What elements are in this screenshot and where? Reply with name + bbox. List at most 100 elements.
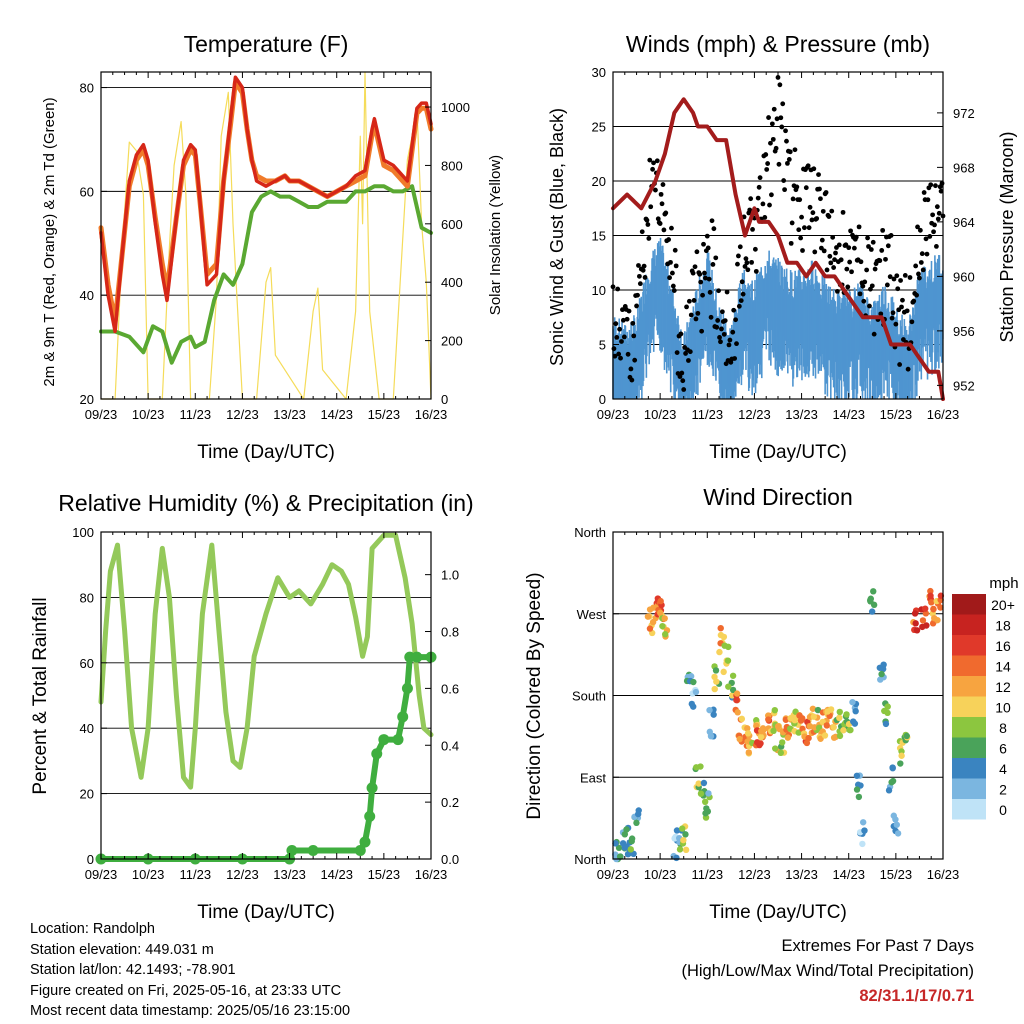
- gust-point: [783, 128, 788, 134]
- wind-xtick-label: 11/23: [691, 407, 723, 422]
- direction-point: [774, 723, 782, 730]
- gust-point: [775, 75, 781, 80]
- gust-point: [660, 182, 666, 187]
- direction-point: [771, 706, 779, 714]
- direction-point: [724, 657, 732, 664]
- gust-point: [695, 310, 701, 316]
- wind-xtick-label: 16/23: [927, 407, 960, 422]
- direction-point: [772, 745, 779, 752]
- gust-point: [739, 279, 745, 285]
- gust-point: [636, 263, 641, 268]
- direction-point: [861, 827, 868, 834]
- extremes-title: Extremes For Past 7 Days: [781, 937, 974, 955]
- gust-point: [768, 140, 773, 146]
- gust-point: [743, 256, 749, 262]
- direction-point: [712, 667, 720, 674]
- direction-point: [892, 816, 899, 823]
- direction-point: [927, 587, 934, 595]
- direction-point: [702, 810, 709, 817]
- direction-point: [644, 613, 652, 620]
- gust-point: [642, 275, 648, 280]
- gust-point: [840, 209, 846, 215]
- gust-point: [681, 387, 687, 392]
- gust-point: [904, 308, 910, 314]
- humidity-title: Relative Humidity (%) & Precipitation (i…: [58, 490, 473, 516]
- direction-point: [913, 627, 921, 634]
- gust-point: [771, 106, 777, 112]
- gust-point: [853, 234, 859, 240]
- gust-point: [807, 204, 813, 210]
- gust-point: [615, 286, 621, 292]
- temperature-ylabel-left: 2m & 9m T (Red, Orange) & 2m Td (Green): [41, 97, 58, 386]
- direction-point: [937, 604, 944, 611]
- gust-point: [658, 191, 664, 197]
- gust-point: [635, 292, 640, 298]
- gust-point: [710, 262, 716, 267]
- elevation-text: Station elevation: 449.031 m: [30, 941, 214, 958]
- direction-point: [867, 598, 874, 605]
- direction-point: [928, 599, 935, 606]
- gust-point: [653, 187, 658, 193]
- gust-point: [877, 258, 883, 264]
- legend-swatch: [952, 799, 986, 820]
- gust-point: [727, 337, 733, 343]
- direction-point: [894, 830, 902, 837]
- direction-point: [809, 705, 817, 712]
- temp-ytick-label: 20: [80, 392, 94, 407]
- gust-point: [709, 218, 715, 224]
- dir-ytick-label: South: [572, 689, 606, 704]
- legend-swatch: [952, 635, 986, 656]
- direction-point: [821, 732, 829, 739]
- direction-point: [777, 749, 784, 757]
- gust-point: [651, 160, 656, 166]
- gust-point: [767, 202, 772, 208]
- gust-point: [798, 235, 804, 241]
- legend-swatch: [952, 758, 986, 779]
- direction-point: [612, 851, 619, 858]
- rh-xtick-label: 15/23: [368, 867, 401, 882]
- gust-point: [814, 216, 820, 221]
- gust-point: [923, 236, 929, 242]
- gust-point: [632, 357, 638, 363]
- temp-ytick-right-label: 0: [441, 392, 448, 407]
- legend-label: 12: [995, 679, 1011, 695]
- direction-point: [919, 617, 927, 624]
- gust-point: [715, 318, 721, 323]
- gust-point: [646, 236, 652, 241]
- gust-point: [680, 378, 686, 384]
- direction-point: [621, 831, 629, 838]
- gust-point: [684, 304, 689, 310]
- temperature-title: Temperature (F): [184, 31, 349, 57]
- gust-point: [721, 331, 727, 337]
- gust-point: [748, 196, 754, 202]
- direction-point: [729, 672, 737, 679]
- gust-point: [736, 303, 742, 309]
- wind-xtick-label: 14/23: [832, 407, 865, 422]
- gust-point: [637, 273, 642, 279]
- direction-point: [759, 725, 767, 732]
- legend-label: 18: [995, 618, 1011, 634]
- gust-point: [624, 316, 630, 322]
- wind-ytick-right-label: 968: [953, 160, 975, 175]
- dir-ytick-label: East: [580, 770, 606, 785]
- direction-point: [734, 709, 741, 716]
- direction-point: [797, 717, 805, 724]
- gust-point: [934, 244, 939, 249]
- gust-point: [899, 304, 904, 310]
- rh-xtick-label: 10/23: [132, 867, 165, 882]
- gust-point: [821, 248, 827, 254]
- gust-point: [933, 183, 938, 189]
- rainfall-point: [411, 651, 423, 663]
- gust-point: [693, 316, 699, 322]
- rh-ytick-label: 0: [87, 852, 94, 867]
- legend-label: 20+: [991, 597, 1015, 613]
- gust-point: [931, 229, 936, 235]
- gust-point: [833, 250, 838, 256]
- direction-point: [650, 604, 657, 611]
- temp-ytick-right-label: 1000: [441, 100, 470, 115]
- direction-point: [733, 690, 741, 697]
- wind-ytick-label: 20: [592, 174, 606, 189]
- direction-point: [713, 678, 720, 685]
- gust-point: [713, 255, 719, 261]
- winds-ylabel-left: Sonic Wind & Gust (Blue, Black): [547, 108, 567, 366]
